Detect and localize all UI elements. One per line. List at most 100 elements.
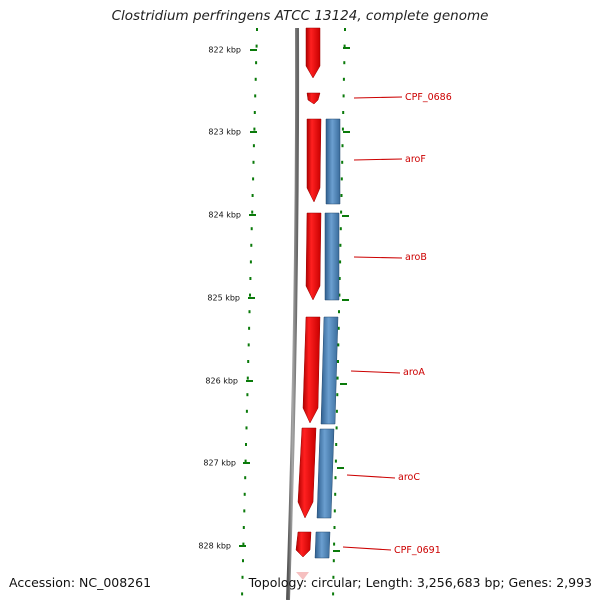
outer-scale-ticks — [333, 47, 350, 552]
gene-label-CPF_0691[interactable]: CPF_0691 — [342, 545, 441, 556]
scale-dot — [245, 443, 247, 446]
scale-dot — [254, 94, 257, 98]
scale-dot — [334, 492, 337, 496]
scale-label-827: 827 kbp — [203, 459, 236, 468]
inner-scale-dots — [241, 28, 258, 596]
scale-dot — [333, 526, 336, 529]
scale-dot — [339, 260, 342, 264]
scale-dot — [248, 326, 251, 330]
scale-dot — [340, 194, 343, 197]
scale-dot — [252, 177, 255, 181]
scale-dot — [342, 77, 345, 81]
scale-dot — [241, 592, 244, 596]
scale-dot — [342, 111, 345, 114]
gene-feature-aroA-reverse[interactable] — [320, 316, 339, 425]
gene-label-aroC[interactable]: aroC — [346, 472, 420, 483]
gene-feature-CPF_0691[interactable] — [295, 531, 312, 558]
gene-labels: CPF_0686 aroF aroB aroA aroC CPF_0691 — [342, 92, 452, 556]
gene-label-text: aroC — [398, 472, 420, 483]
scale-dot — [335, 409, 338, 413]
scale-dot — [241, 575, 244, 579]
forward-strand-features — [295, 27, 322, 580]
gene-feature-aroF-reverse[interactable] — [325, 118, 341, 205]
gene-label-text: aroB — [405, 252, 427, 263]
gene-label-CPF_0686[interactable]: CPF_0686 — [353, 92, 452, 103]
scale-mark-824: 824 kbp — [208, 211, 256, 220]
gene-feature-downstream-forward[interactable] — [296, 572, 309, 580]
gene-feature-aroC[interactable] — [297, 427, 317, 519]
scale-dot — [255, 44, 258, 48]
scale-dot — [253, 127, 256, 131]
gene-label-text: CPF_0691 — [394, 545, 441, 556]
genome-summary: Topology: circular; Length: 3,256,683 bp… — [248, 575, 592, 590]
scale-dot — [341, 127, 344, 131]
scale-dot — [341, 144, 344, 148]
scale-mark-827: 827 kbp — [203, 459, 250, 468]
gene-feature-CPF_0691-reverse[interactable] — [314, 531, 331, 559]
gene-feature-aroA[interactable] — [302, 316, 321, 424]
scale-dot — [250, 243, 253, 247]
gene-label-aroA[interactable]: aroA — [350, 367, 425, 378]
scale-dot — [252, 144, 255, 148]
scale-dot — [251, 194, 254, 197]
scale-dot — [334, 459, 337, 463]
scale-dot — [247, 360, 250, 363]
gene-feature-aroC-reverse[interactable] — [316, 428, 335, 519]
scale-dot — [245, 409, 248, 413]
scale-dot — [242, 559, 244, 563]
gene-label-text: aroF — [405, 154, 426, 165]
scale-dot — [249, 277, 252, 280]
accession-text: Accession: NC_008261 — [9, 575, 152, 590]
scale-dot — [332, 559, 335, 563]
scale-label-823: 823 kbp — [208, 128, 241, 137]
genome-backbone — [286, 27, 300, 600]
scale-mark-825: 825 kbp — [207, 294, 255, 303]
scale-dot — [335, 426, 338, 430]
scale-dot — [340, 210, 343, 214]
scale-dot — [254, 77, 257, 81]
scale-label-826: 826 kbp — [205, 377, 238, 386]
gene-label-aroF[interactable]: aroF — [353, 154, 426, 165]
scale-dot — [342, 94, 345, 98]
gene-feature-aroB-reverse[interactable] — [324, 212, 340, 301]
scale-dot — [344, 28, 346, 31]
scale-dot — [341, 160, 344, 164]
scale-label-824: 824 kbp — [208, 211, 241, 220]
gene-feature-upstream-forward[interactable] — [305, 27, 321, 79]
genome-title: Clostridium perfringens ATCC 13124, comp… — [111, 8, 489, 24]
scale-dot — [332, 575, 335, 579]
scale-dot — [337, 343, 340, 347]
scale-dot — [339, 227, 342, 231]
scale-dot — [242, 542, 245, 546]
scale-dot — [332, 592, 335, 596]
scale-dot — [242, 526, 245, 529]
scale-dot — [243, 492, 246, 496]
scale-mark-826: 826 kbp — [205, 377, 253, 386]
gene-feature-aroB[interactable] — [305, 212, 322, 301]
scale-dot — [337, 326, 340, 330]
outer-scale-dots — [332, 28, 346, 596]
gene-label-aroB[interactable]: aroB — [353, 252, 427, 263]
scale-dot — [247, 343, 250, 347]
scale-dot — [340, 177, 343, 181]
scale-dot — [333, 509, 336, 513]
scale-mark-823: 823 kbp — [208, 128, 257, 137]
scale-dot — [246, 393, 249, 397]
scale-dot — [338, 293, 341, 297]
reverse-strand-features — [314, 118, 341, 559]
scale-dot — [256, 28, 258, 31]
scale-dot — [255, 61, 258, 65]
gene-feature-CPF_0686[interactable] — [306, 92, 321, 105]
scale-dot — [243, 509, 246, 513]
scale-dot — [244, 459, 247, 463]
scale-dot — [252, 160, 255, 164]
scale-dot — [343, 44, 346, 48]
scale-label-822: 822 kbp — [208, 46, 241, 55]
scale-dot — [244, 476, 247, 480]
scale-dot — [250, 227, 253, 231]
scale-dot — [249, 293, 251, 297]
scale-dot — [337, 360, 339, 363]
gene-feature-aroF[interactable] — [306, 118, 322, 203]
scale-mark-822: 822 kbp — [208, 46, 257, 55]
